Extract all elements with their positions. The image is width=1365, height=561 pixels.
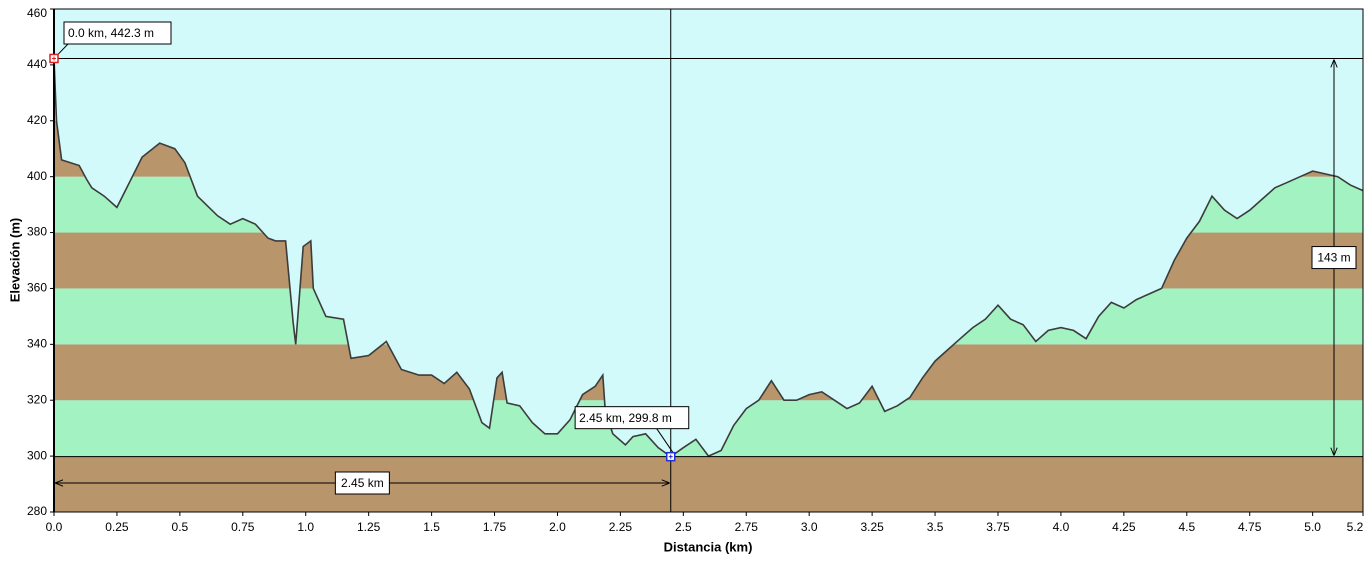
y-tick-label: 460 (27, 6, 47, 20)
y-tick-label: 360 (27, 281, 47, 295)
x-tick-label: 4.75 (1238, 520, 1262, 534)
point-marker-cross (52, 56, 56, 61)
x-tick-label: 4.5 (1178, 520, 1195, 534)
y-axis-title: Elevación (m) (7, 218, 22, 303)
x-tick-label: 4.0 (1053, 520, 1070, 534)
x-tick-label: 5.2 (1347, 520, 1364, 534)
callout-box (574, 406, 690, 430)
rise-label-box (1311, 246, 1357, 270)
x-tick-label: 1.0 (297, 520, 314, 534)
plot-area (53, 9, 1364, 512)
y-tick-label: 420 (27, 113, 47, 127)
x-tick-label: 1.75 (483, 520, 507, 534)
x-tick-label: 0.25 (105, 520, 129, 534)
x-tick-label: 5.0 (1304, 520, 1321, 534)
x-tick-label: 1.25 (357, 520, 381, 534)
x-tick-label: 0.5 (172, 520, 189, 534)
y-tick-label: 280 (27, 504, 47, 518)
callout-label: 2.45 km, 299.8 m (579, 411, 672, 425)
rise-label: 143 m (1317, 251, 1350, 265)
y-tick-label: 440 (27, 57, 47, 71)
callout-label: 0.0 km, 442.3 m (68, 26, 154, 40)
x-tick-label: 3.0 (801, 520, 818, 534)
x-tick-label: 2.0 (549, 520, 566, 534)
x-tick-label: 3.75 (986, 520, 1010, 534)
x-tick-label: 3.5 (927, 520, 944, 534)
distance-label-box (334, 471, 390, 495)
x-axis-title: Distancia (km) (664, 539, 753, 554)
x-tick-label: 2.75 (735, 520, 759, 534)
callout-box (63, 21, 172, 45)
callout-pointer (656, 428, 675, 454)
x-tick-label: 3.25 (860, 520, 884, 534)
x-tick-label: 0.75 (231, 520, 255, 534)
elevation-line (53, 58, 1364, 458)
x-tick-label: 2.25 (609, 520, 633, 534)
callout-pointer (56, 43, 69, 56)
x-tick-label: 1.5 (423, 520, 440, 534)
y-tick-label: 340 (27, 337, 47, 351)
x-tick-label: 4.25 (1112, 520, 1136, 534)
elevation-band (54, 456, 1363, 512)
x-tick-label: 2.5 (675, 520, 692, 534)
point-marker-cross (668, 454, 673, 459)
y-tick-label: 320 (27, 392, 47, 406)
y-tick-label: 400 (27, 169, 47, 183)
y-tick-label: 380 (27, 225, 47, 239)
distance-label: 2.45 km (341, 476, 384, 490)
x-tick-label: 0.0 (46, 520, 63, 534)
y-tick-label: 300 (27, 448, 47, 462)
